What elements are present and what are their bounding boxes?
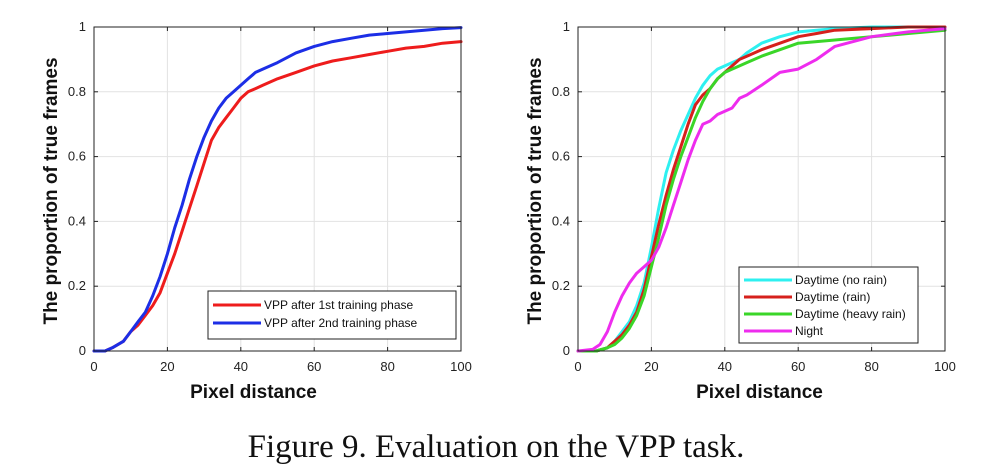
chart-right: 0 20 40 60 80 100 0 0.2 0.4 0.6 0.8 1 Pixel distance… bbox=[525, 19, 956, 403]
legend-label-1: Daytime (no rain) bbox=[795, 273, 887, 287]
y-tick-label: 0 bbox=[563, 343, 570, 358]
series-line-2 bbox=[92, 26, 463, 353]
axes-box bbox=[93, 26, 462, 352]
x-axis-label: Pixel distance bbox=[696, 382, 823, 403]
x-tick-label: 0 bbox=[574, 359, 581, 374]
y-tick-label: 0.8 bbox=[552, 84, 570, 99]
legend-label-4: Night bbox=[795, 324, 824, 338]
y-axis-label: The proportion of true frames bbox=[525, 57, 546, 324]
legend-box bbox=[207, 290, 457, 340]
figure-caption: Figure 9. Evaluation on the VPP task. bbox=[247, 429, 745, 465]
legend-label-1: VPP after 1st training phase bbox=[264, 298, 414, 312]
y-tick-label: 0.4 bbox=[552, 213, 570, 228]
x-tick-label: 40 bbox=[234, 359, 248, 374]
y-tick-label: 1 bbox=[79, 19, 86, 34]
x-tick-label: 0 bbox=[90, 359, 97, 374]
x-tick-label: 40 bbox=[718, 359, 732, 374]
x-axis-label: Pixel distance bbox=[190, 382, 317, 403]
axes-box bbox=[577, 26, 946, 352]
series-line-3 bbox=[576, 28, 947, 353]
x-tick-label: 60 bbox=[307, 359, 321, 374]
x-tick-label: 100 bbox=[934, 359, 956, 374]
y-axis-label: The proportion of true frames bbox=[41, 57, 62, 324]
series-line-1 bbox=[576, 25, 947, 353]
x-tick-label: 100 bbox=[450, 359, 472, 374]
x-tick-label: 20 bbox=[160, 359, 174, 374]
series-line-2 bbox=[576, 25, 947, 353]
legend-label-2: VPP after 2nd training phase bbox=[264, 316, 418, 330]
y-tick-label: 0 bbox=[79, 343, 86, 358]
x-tick-label: 80 bbox=[380, 359, 394, 374]
series-line-1 bbox=[92, 40, 463, 353]
y-tick-label: 0.6 bbox=[552, 149, 570, 164]
y-tick-label: 0.4 bbox=[68, 213, 86, 228]
series-line-4 bbox=[576, 27, 947, 353]
y-tick-label: 1 bbox=[563, 19, 570, 34]
y-tick-label: 0.2 bbox=[552, 278, 570, 293]
x-tick-label: 60 bbox=[791, 359, 805, 374]
chart-left: 0 20 40 60 80 100 0 0.2 0.4 0.6 0.8 1 Pixel distance… bbox=[41, 19, 472, 403]
y-tick-label: 0.6 bbox=[68, 149, 86, 164]
x-tick-label: 20 bbox=[644, 359, 658, 374]
legend-label-2: Daytime (rain) bbox=[795, 290, 870, 304]
x-tick-label: 80 bbox=[864, 359, 878, 374]
y-tick-label: 0.2 bbox=[68, 278, 86, 293]
y-tick-label: 0.8 bbox=[68, 84, 86, 99]
legend-label-3: Daytime (heavy rain) bbox=[795, 307, 906, 321]
